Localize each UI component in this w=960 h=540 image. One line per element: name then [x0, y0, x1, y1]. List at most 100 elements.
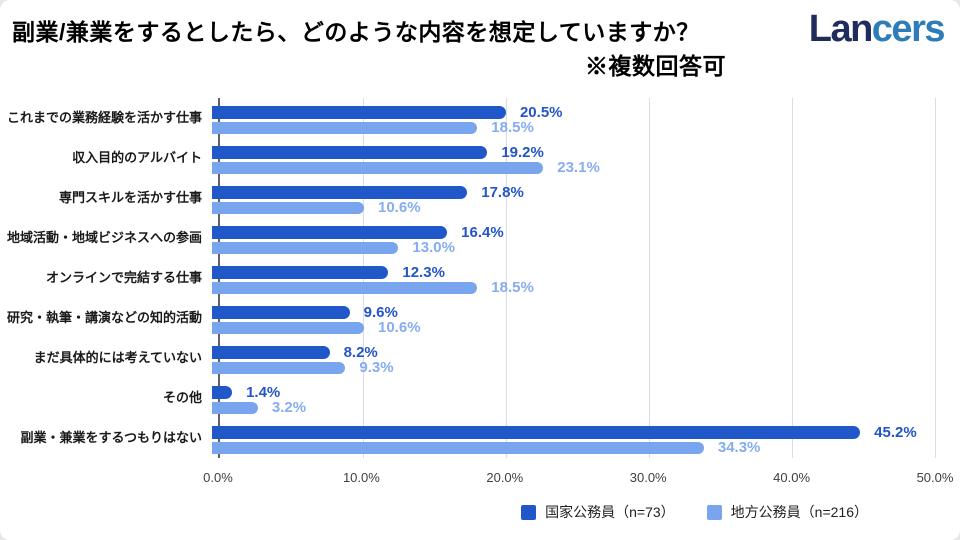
category-label: まだ具体的には考えていない: [33, 349, 202, 365]
bar-line-series-2: 23.1%: [212, 159, 929, 176]
bar-line-series-1: 20.5%: [212, 104, 929, 121]
bar-series-2: [212, 121, 478, 134]
bar-line-series-2: 9.3%: [212, 359, 929, 376]
bar-line-series-1: 16.4%: [212, 224, 929, 241]
bar-line-series-2: 34.3%: [212, 439, 929, 456]
legend-item-series-2: 地方公務員（n=216）: [706, 502, 868, 522]
bar-line-series-1: 12.3%: [212, 264, 929, 281]
value-label-series-2: 13.0%: [412, 239, 455, 256]
bar-line-series-1: 1.4%: [212, 384, 929, 401]
bar-line-series-2: 18.5%: [212, 280, 929, 295]
bar-series-1: [212, 426, 861, 439]
title-note-multiple-answers: ※複数回答可: [585, 53, 726, 79]
bar-series-2: [212, 241, 399, 254]
category-label: その他: [162, 389, 202, 405]
bar-series-1: [212, 146, 488, 159]
x-axis-tick: 50.0%: [916, 470, 954, 485]
gridline-30: [649, 98, 650, 458]
bar-series-1: [212, 106, 506, 119]
category-label: 副業・兼業をするつもりはない: [20, 429, 202, 445]
value-label-series-1: 16.4%: [461, 224, 504, 241]
value-label-series-1: 45.2%: [874, 424, 917, 441]
bar-group: 12.3% 18.5%: [212, 264, 929, 295]
bar-line-series-2: 10.6%: [212, 199, 929, 216]
value-label-series-2: 23.1%: [557, 159, 600, 176]
bar-rows: これまでの業務経験を活かす仕事 20.5% 18.5% 収入目的のアルバイト 19.2%…: [0, 98, 960, 458]
legend-label: 国家公務員（n=73）: [545, 504, 675, 520]
legend-label: 地方公務員（n=216）: [730, 504, 868, 520]
x-axis: 0.0% 10.0% 20.0% 30.0% 40.0% 50.0%: [203, 470, 953, 488]
value-label-series-1: 12.3%: [402, 264, 445, 281]
lancers-logo: Lancers: [808, 8, 946, 51]
legend-swatch: [521, 504, 537, 520]
bar-line-series-1: 17.8%: [212, 184, 929, 201]
chart-row-5: オンラインで完結する仕事 12.3% 18.5%: [0, 258, 960, 298]
chart-row-8: その他 1.4% 3.2%: [0, 378, 960, 418]
chart-row-2: 収入目的のアルバイト 19.2% 23.1%: [0, 138, 960, 178]
category-label: 収入目的のアルバイト: [72, 149, 202, 165]
value-label-series-2: 18.5%: [491, 119, 534, 136]
bar-line-series-1: 8.2%: [212, 344, 929, 361]
chart-row-1: これまでの業務経験を活かす仕事 20.5% 18.5%: [0, 98, 960, 138]
bar-series-1: [212, 386, 233, 399]
category-label: 専門スキルを活かす仕事: [58, 189, 202, 205]
category-label: 研究・執筆・講演などの知的活動: [6, 309, 202, 325]
value-label-series-1: 20.5%: [519, 104, 563, 121]
bar-series-1: [212, 226, 448, 239]
value-label-series-2: 9.3%: [359, 359, 394, 376]
bar-group: 8.2% 9.3%: [212, 344, 929, 376]
category-label: オンラインで完結する仕事: [45, 269, 202, 285]
bar-line-series-2: 3.2%: [212, 399, 929, 416]
bar-group: 17.8% 10.6%: [212, 184, 929, 216]
gridline-20: [506, 98, 507, 458]
value-label-series-1: 1.4%: [246, 384, 281, 401]
bar-group: 9.6% 10.6%: [212, 304, 929, 336]
lancers-logo-blue-part: cers: [871, 8, 946, 50]
category-label: これまでの業務経験を活かす仕事: [6, 109, 202, 125]
bar-series-2: [212, 161, 544, 174]
bar-group: 20.5% 18.5%: [212, 104, 929, 136]
value-label-series-1: 17.8%: [481, 184, 524, 201]
bar-line-series-2: 18.5%: [212, 119, 929, 136]
value-label-series-1: 8.2%: [343, 344, 378, 361]
bar-line-series-1: 9.6%: [212, 304, 929, 321]
bar-group: 19.2% 23.1%: [212, 144, 929, 176]
lancers-logo-navy-part: Lan: [808, 8, 874, 50]
category-label: 地域活動・地域ビジネスへの参画: [6, 229, 202, 245]
chart-row-3: 専門スキルを活かす仕事 17.8% 10.6%: [0, 178, 960, 218]
value-label-series-2: 3.2%: [271, 399, 307, 416]
bar-series-1: [212, 186, 468, 199]
value-label-series-2: 10.6%: [378, 319, 421, 336]
bar-series-1: [212, 266, 389, 279]
bar-series-2: [212, 361, 346, 374]
chart-legend: 国家公務員（n=73） 地方公務員（n=216）: [0, 502, 960, 522]
gridline-50: [935, 98, 936, 458]
bar-group: 45.2% 34.3%: [212, 424, 929, 456]
horizontal-bar-chart: これまでの業務経験を活かす仕事 20.5% 18.5% 収入目的のアルバイト 19.2%…: [0, 98, 960, 458]
bar-line-series-2: 10.6%: [212, 319, 929, 336]
chart-row-7: まだ具体的には考えていない 8.2% 9.3%: [0, 338, 960, 378]
bar-line-series-2: 13.0%: [212, 239, 929, 256]
legend-swatch: [706, 504, 722, 520]
bar-series-2: [212, 441, 704, 454]
bar-group: 16.4% 13.0%: [212, 224, 929, 256]
bar-series-2: [212, 401, 258, 414]
value-label-series-2: 34.3%: [717, 439, 761, 456]
bar-series-1: [212, 346, 330, 359]
value-label-series-1: 19.2%: [501, 144, 544, 161]
x-axis-tick: 0.0%: [203, 470, 233, 485]
x-axis-tick: 10.0%: [342, 470, 380, 485]
chart-row-4: 地域活動・地域ビジネスへの参画 16.4% 13.0%: [0, 218, 960, 258]
x-axis-tick: 30.0%: [629, 470, 667, 485]
bar-line-series-1: 45.2%: [212, 424, 929, 441]
bar-group: 1.4% 3.2%: [212, 384, 929, 416]
value-label-series-2: 10.6%: [378, 199, 421, 216]
page-title: 副業/兼業をするとしたら、どのような内容を想定していますか？: [12, 19, 700, 45]
bar-series-2: [212, 201, 364, 214]
value-label-series-1: 9.6%: [363, 304, 398, 321]
gridline-40: [792, 98, 793, 458]
x-axis-tick: 20.0%: [486, 470, 524, 485]
bar-series-2: [212, 321, 364, 334]
bar-series-2: [212, 281, 478, 294]
